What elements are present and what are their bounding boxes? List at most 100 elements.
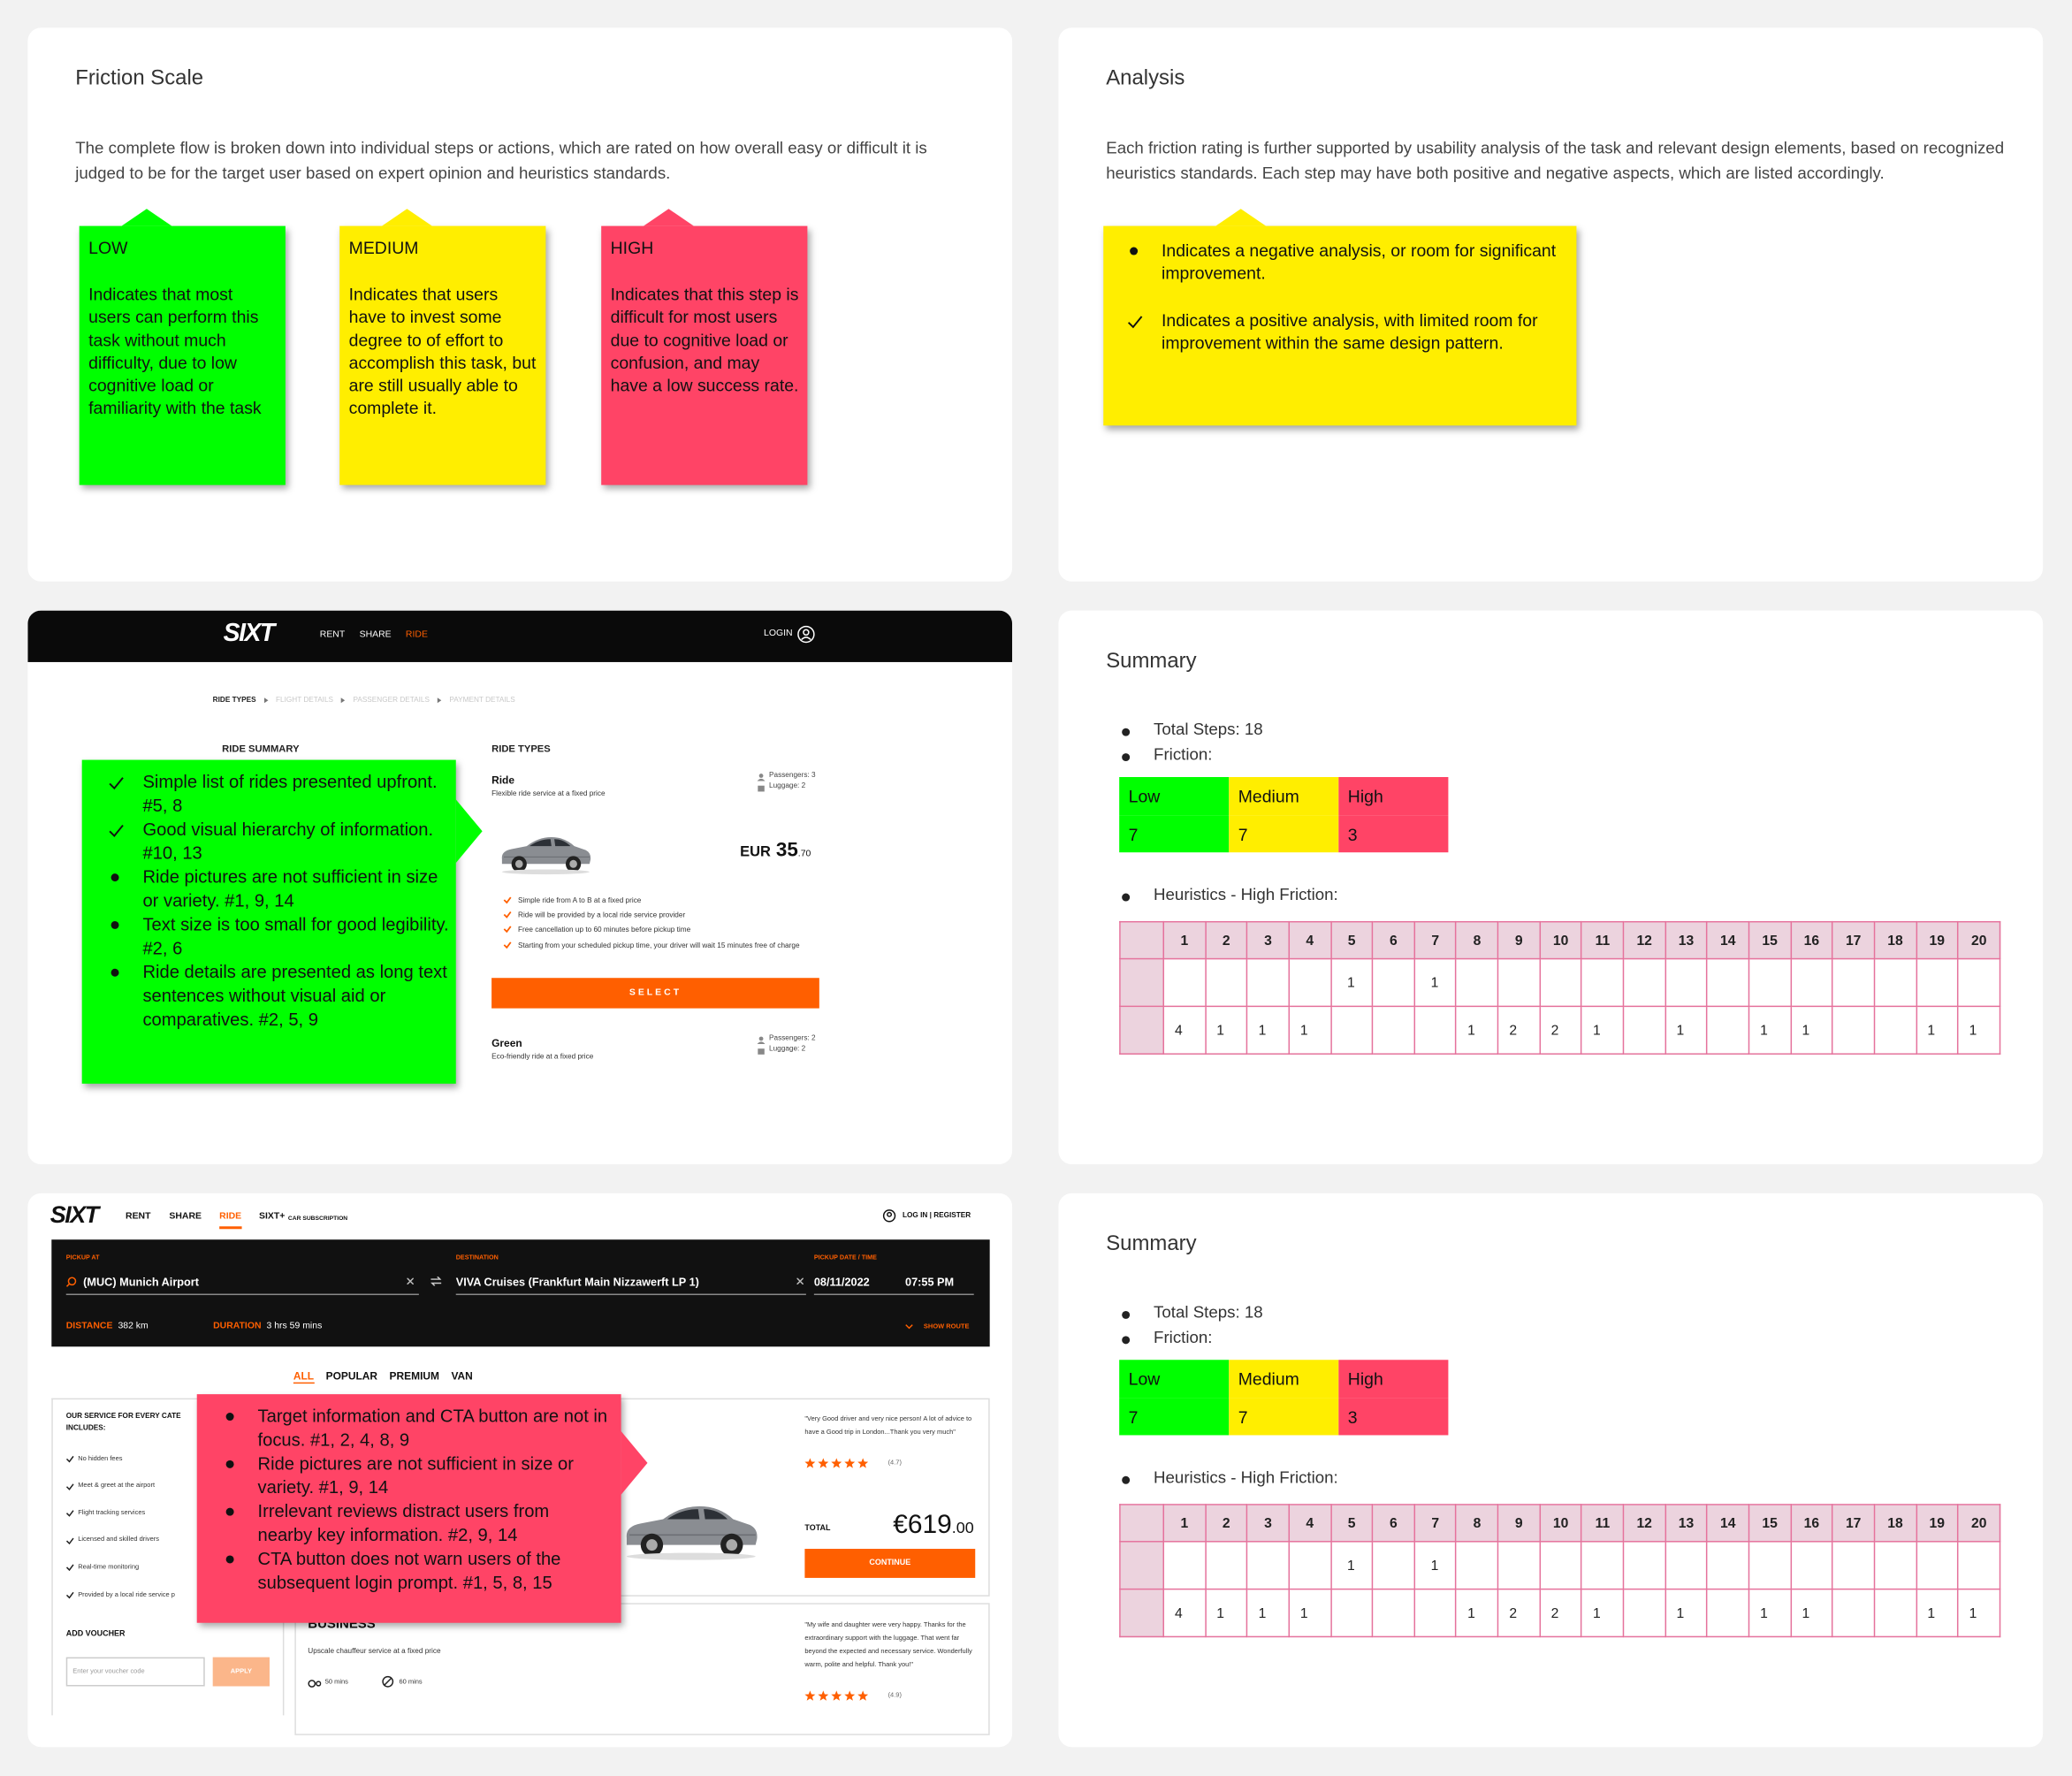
summary-panel: Summary Total Steps: 18 Friction: Low Medium… xyxy=(1058,610,2044,1165)
service-check-part xyxy=(65,1591,74,1599)
service-check-part-part xyxy=(65,1537,74,1544)
friction-card-label: LOW xyxy=(88,238,128,258)
field-underline xyxy=(813,1293,974,1296)
nav-item[interactable]: SHARE xyxy=(169,1211,202,1222)
column-header-cell: 5 xyxy=(1329,1504,1374,1543)
column-header-cell: 15 xyxy=(1748,1504,1792,1543)
list-item: Target information and CTA button are no… xyxy=(224,1405,608,1452)
field-value[interactable]: VIVA Cruises (Frankfurt Main Nizzawerft … xyxy=(455,1275,699,1289)
heuristic-count-cell: 1 xyxy=(1413,1541,1458,1590)
heuristic-count-cell: 2 xyxy=(1497,1005,1541,1055)
select-button[interactable]: SELECT xyxy=(491,978,819,1009)
heuristic-count-cell xyxy=(1372,957,1415,1008)
feature-check xyxy=(503,911,512,919)
heuristic-count-cell xyxy=(1706,1005,1750,1055)
heuristic-count-cell: 1 xyxy=(1790,1005,1833,1055)
analysis-list: Target information and CTA button are no… xyxy=(224,1405,608,1595)
price-main: 35 xyxy=(775,839,798,862)
heuristic-count-cell xyxy=(1204,957,1248,1008)
price-main: €619 xyxy=(893,1510,952,1540)
nav-item[interactable]: RIDE xyxy=(219,1211,242,1222)
column-header-cell: 6 xyxy=(1372,1504,1415,1543)
tab[interactable]: VAN xyxy=(451,1370,473,1383)
feature-check-part xyxy=(503,926,512,934)
total-label: TOTAL xyxy=(804,1525,831,1534)
login-link[interactable]: LOGIN xyxy=(764,629,793,639)
luggage-icon xyxy=(758,1047,766,1055)
heuristic-count-cell xyxy=(1915,1541,1959,1590)
column-header-cell: 1 xyxy=(1162,1504,1207,1543)
column-header-cell: 4 xyxy=(1288,1504,1332,1543)
friction-card: HIGH Indicates that this step is difficul… xyxy=(601,209,808,485)
heuristic-count-cell: 1 xyxy=(1413,957,1458,1008)
breadcrumb-separator xyxy=(263,697,269,704)
list-item: Good visual hierarchy of information. #1… xyxy=(109,818,450,865)
tab[interactable]: ALL xyxy=(293,1370,315,1384)
heuristic-count-cell xyxy=(1873,957,1917,1008)
button-label: CONTINUE xyxy=(869,1559,911,1567)
info-label: DISTANCE xyxy=(65,1321,113,1331)
nav-item[interactable]: RENT xyxy=(319,630,346,640)
list-item-text: Indicates a negative analysis, or room f… xyxy=(1162,240,1557,284)
list-item: Simple list of rides presented upfront. … xyxy=(109,771,450,819)
column-header-cell: 12 xyxy=(1622,920,1666,960)
search-icon-part xyxy=(65,1277,77,1287)
continue-button[interactable]: CONTINUE xyxy=(804,1549,976,1578)
bullet-marker-part-part xyxy=(1122,728,1131,736)
nav-item[interactable]: SHARE xyxy=(359,630,392,640)
heuristic-count-cell xyxy=(1162,1541,1207,1590)
login-link[interactable]: LOG IN | REGISTER xyxy=(903,1211,971,1220)
field-underline xyxy=(65,1293,419,1296)
heuristic-count-cell: 1 xyxy=(1748,1588,1792,1638)
field-value[interactable]: 08/11/2022 xyxy=(813,1275,870,1289)
nav-item[interactable]: SIXT+ xyxy=(259,1211,286,1222)
nav-item[interactable]: RIDE xyxy=(405,630,428,640)
feature-text: Free cancellation up to 60 minutes befor… xyxy=(518,926,691,935)
section-title: Analysis xyxy=(1106,67,1185,90)
breadcrumb: RIDE TYPES FLIGHT DETAILS PASSENGER DETAIL… xyxy=(213,697,515,705)
trip-info: DISTANCE 382 km DURATION 3 hrs 59 mins xyxy=(66,1322,323,1330)
wait-icon xyxy=(308,1677,322,1688)
field-value[interactable]: (MUC) Munich Airport xyxy=(83,1275,200,1289)
column-header-cell: 16 xyxy=(1790,1504,1833,1543)
heuristic-count-cell: 1 xyxy=(1329,1541,1374,1590)
login-icon-part-part xyxy=(882,1209,896,1223)
service-check-part-part xyxy=(65,1455,74,1463)
tab[interactable]: PREMIUM xyxy=(389,1370,440,1383)
heuristic-count-cell: 1 xyxy=(1957,1588,2001,1638)
voucher-input[interactable]: Enter your voucher code xyxy=(65,1657,205,1687)
column-header-cell: 13 xyxy=(1664,1504,1708,1543)
summary-item-text: Friction: xyxy=(1154,745,1213,765)
tab[interactable]: POPULAR xyxy=(325,1370,378,1383)
bullet-marker xyxy=(224,1456,240,1472)
heuristic-count-cell xyxy=(1622,1541,1666,1590)
bullet-marker xyxy=(1119,1307,1135,1322)
price-cents: .00 xyxy=(951,1518,974,1537)
heuristic-count-cell xyxy=(1957,1541,2001,1590)
bullet-marker xyxy=(109,964,125,980)
bullet-marker xyxy=(1119,750,1135,766)
info-value: 382 km xyxy=(118,1321,149,1331)
friction-card: MEDIUM Indicates that users have to inves… xyxy=(339,209,546,485)
analysis-callout: Simple list of rides presented upfront. … xyxy=(81,759,483,1084)
field-value[interactable]: 07:55 PM xyxy=(905,1275,955,1289)
column-header-cell: 20 xyxy=(1957,920,2001,960)
car-image xyxy=(499,827,594,875)
check-marker xyxy=(1127,313,1143,329)
apply-button[interactable]: APPLY xyxy=(212,1657,270,1687)
bullet-marker-part-part xyxy=(1122,893,1131,902)
heuristic-count-cell xyxy=(1539,957,1582,1008)
show-route-link[interactable]: SHOW ROUTE xyxy=(923,1322,970,1331)
heuristic-count-cell: 1 xyxy=(1790,1588,1833,1638)
row-header-cell xyxy=(1119,957,1165,1008)
nav-item[interactable]: RENT xyxy=(126,1211,151,1222)
login-icon xyxy=(796,625,815,644)
rating: (4.7) xyxy=(887,1459,902,1467)
breadcrumb-separator xyxy=(437,697,442,704)
search-box xyxy=(51,1239,990,1347)
tabs: ALL POPULAR PREMIUM VAN xyxy=(293,1370,473,1384)
clear-icon-part-part xyxy=(796,1277,804,1285)
search-icon xyxy=(65,1277,77,1287)
